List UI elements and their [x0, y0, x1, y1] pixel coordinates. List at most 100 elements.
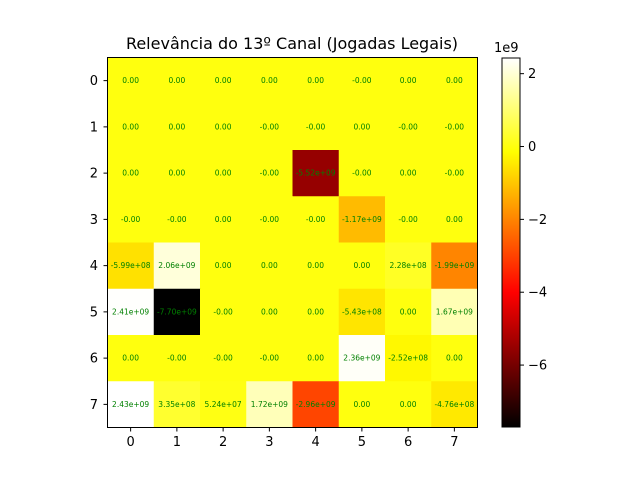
- heatmap-cell-1-6: [385, 103, 432, 151]
- heatmap-cell-2-4: [292, 150, 340, 197]
- plot-frame: [107, 57, 478, 428]
- heatmap-cell-4-7: [431, 242, 478, 290]
- heatmap-cell-3-2: [200, 196, 247, 243]
- cell-value-label-6-2: -0.00: [213, 354, 233, 363]
- cell-value-label-4-4: 0.00: [307, 261, 324, 270]
- cell-value-label-6-5: 2.36e+09: [343, 354, 380, 363]
- x-tick-label-7: 7: [450, 435, 458, 450]
- heatmap-cell-1-2: [200, 103, 247, 151]
- heatmap-cell-5-3: [246, 288, 293, 336]
- heatmap-cell-3-0: [107, 196, 155, 243]
- x-tick-label-1: 1: [173, 435, 181, 450]
- cell-value-label-1-5: 0.00: [354, 122, 371, 131]
- cell-value-label-6-7: 0.00: [446, 354, 463, 363]
- heatmap-cell-2-5: [338, 150, 386, 197]
- heatmap-cell-7-2: [200, 381, 247, 428]
- heatmap-cell-2-2: [200, 150, 247, 197]
- cell-value-label-5-6: 0.00: [400, 307, 417, 316]
- colorbar-ticks: 2 0 −2 −4 −6: [520, 67, 547, 374]
- cell-value-label-6-1: -0.00: [167, 354, 187, 363]
- cell-value-label-6-0: 0.00: [122, 354, 139, 363]
- heatmap-cell-2-0: [107, 150, 155, 197]
- y-axis-ticks: 0 1 2 3 4 5 6 7: [90, 74, 108, 413]
- x-axis-ticks: 0 1 2 3 4 5 6 7: [126, 427, 459, 450]
- colorbar-tick-label-0: 2: [528, 67, 536, 82]
- heatmap-cell-6-5: [338, 335, 386, 382]
- cell-value-label-0-3: 0.00: [261, 76, 278, 85]
- cell-value-label-6-3: -0.00: [260, 354, 280, 363]
- cell-value-label-0-1: 0.00: [169, 76, 186, 85]
- heatmap-cell-5-2: [200, 288, 247, 336]
- heatmap-cell-2-6: [385, 150, 432, 197]
- cell-value-label-0-4: 0.00: [307, 76, 324, 85]
- cell-value-label-7-5: 0.00: [354, 400, 371, 409]
- colorbar-exponent-label: 1e9: [494, 41, 519, 56]
- chart-title: Relevância do 13º Canal (Jogadas Legais): [126, 34, 458, 53]
- cell-value-label-4-3: 0.00: [261, 261, 278, 270]
- heatmap-cell-6-2: [200, 335, 247, 382]
- heatmap-cell-7-0: [107, 381, 155, 428]
- cell-value-label-1-7: -0.00: [445, 122, 465, 131]
- heatmap-cell-4-1: [153, 242, 201, 290]
- heatmap-cell-4-6: [385, 242, 432, 290]
- cell-value-label-0-6: 0.00: [400, 76, 417, 85]
- x-tick-label-6: 6: [404, 435, 412, 450]
- cell-value-label-1-6: -0.00: [398, 122, 418, 131]
- heatmap-cell-4-5: [338, 242, 386, 290]
- heatmap-cell-6-7: [431, 335, 478, 382]
- cell-value-label-2-1: 0.00: [169, 169, 186, 178]
- heatmap-cell-5-1: [153, 288, 201, 336]
- heatmap-cell-1-5: [338, 103, 386, 151]
- heatmap-cell-0-6: [385, 57, 432, 105]
- cell-value-label-5-3: 0.00: [261, 307, 278, 316]
- heatmap-cell-2-3: [246, 150, 293, 197]
- cell-value-label-1-3: -0.00: [260, 122, 280, 131]
- cell-value-label-2-5: -0.00: [352, 169, 372, 178]
- cell-value-label-5-5: -5.43e+08: [342, 307, 382, 316]
- cell-value-label-4-0: -5.99e+08: [111, 261, 151, 270]
- cell-value-label-3-3: -0.00: [260, 215, 280, 224]
- heatmap-cell-1-4: [292, 103, 340, 151]
- colorbar-gradient: [502, 58, 520, 427]
- cell-value-label-3-0: -0.00: [121, 215, 141, 224]
- heatmap-cell-5-5: [338, 288, 386, 336]
- y-tick-label-4: 4: [90, 259, 98, 274]
- heatmap-cell-2-7: [431, 150, 478, 197]
- cell-value-label-6-6: -2.52e+08: [388, 354, 428, 363]
- heatmap-cell-2-1: [153, 150, 201, 197]
- cell-value-label-4-7: -1.99e+09: [434, 261, 474, 270]
- cell-value-label-3-4: -0.00: [306, 215, 326, 224]
- colorbar-frame: [501, 57, 521, 428]
- cell-value-label-0-5: -0.00: [352, 76, 372, 85]
- cell-value-label-2-7: -0.00: [445, 169, 465, 178]
- heatmap-cell-1-7: [431, 103, 478, 151]
- heatmap-cell-1-1: [153, 103, 201, 151]
- cell-value-label-1-0: 0.00: [122, 122, 139, 131]
- heatmap-cell-6-3: [246, 335, 293, 382]
- y-tick-label-0: 0: [90, 74, 98, 89]
- cell-value-label-5-2: -0.00: [213, 307, 233, 316]
- y-tick-label-7: 7: [90, 398, 98, 413]
- heatmap-cell-1-0: [107, 103, 155, 151]
- heatmap-cell-labels: 0.00 0.00 0.00 0.00 0.00 -0.00 0.00 0.00 0.00 0.0…: [111, 76, 475, 409]
- cell-value-label-7-0: 2.43e+09: [112, 400, 149, 409]
- heatmap-cell-7-5: [338, 381, 386, 428]
- x-tick-label-4: 4: [311, 435, 319, 450]
- y-tick-label-1: 1: [90, 120, 98, 135]
- x-tick-label-2: 2: [219, 435, 227, 450]
- cell-value-label-4-5: 0.00: [354, 261, 371, 270]
- cell-value-label-4-6: 2.28e+08: [390, 261, 427, 270]
- cell-value-label-2-6: 0.00: [400, 169, 417, 178]
- x-tick-label-3: 3: [265, 435, 273, 450]
- cell-value-label-5-7: 1.67e+09: [436, 307, 473, 316]
- heatmap-cell-7-1: [153, 381, 201, 428]
- heatmap-cell-5-4: [292, 288, 340, 336]
- heatmap-cell-3-1: [153, 196, 201, 243]
- colorbar-tick-label-4: −6: [528, 359, 547, 374]
- heatmap-cell-7-3: [246, 381, 293, 428]
- cell-value-label-4-2: 0.00: [215, 261, 232, 270]
- heatmap-cells: [107, 57, 478, 428]
- heatmap-cell-4-2: [200, 242, 247, 290]
- cell-value-label-3-1: -0.00: [167, 215, 187, 224]
